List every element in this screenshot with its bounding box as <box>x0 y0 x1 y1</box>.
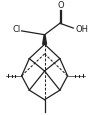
Text: Cl: Cl <box>12 25 20 34</box>
Text: OH: OH <box>75 24 88 33</box>
Polygon shape <box>43 35 47 45</box>
Text: O: O <box>58 1 64 10</box>
